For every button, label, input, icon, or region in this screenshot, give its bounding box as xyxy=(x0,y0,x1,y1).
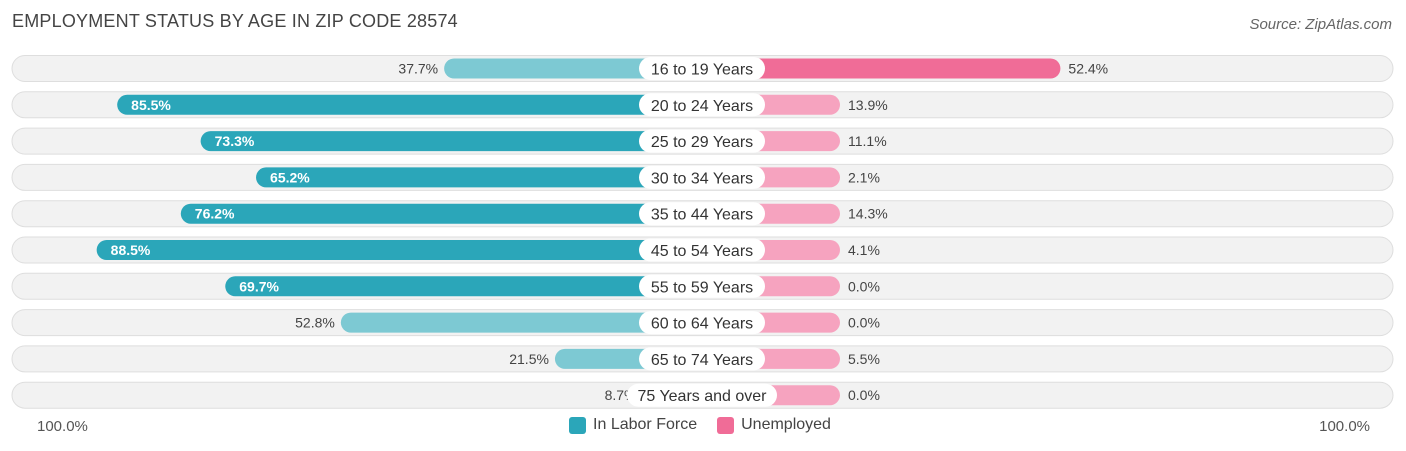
legend-swatch-labor-force xyxy=(569,416,587,434)
bar-labor-force xyxy=(96,240,702,260)
value-label-labor-force: 37.7% xyxy=(398,61,438,77)
category-label: 75 Years and over xyxy=(638,388,768,405)
value-label-unemployed: 2.1% xyxy=(848,169,880,185)
legend-swatch-unemployed xyxy=(717,416,735,434)
category-label: 30 to 34 Years xyxy=(651,170,753,187)
bar-labor-force xyxy=(200,131,703,152)
category-label-background xyxy=(627,383,777,407)
value-label-labor-force: 85.5% xyxy=(131,97,171,113)
value-label-labor-force: 76.2% xyxy=(195,206,235,222)
legend: In Labor Force Unemployed xyxy=(0,416,1400,434)
value-label-labor-force: 52.8% xyxy=(295,315,335,331)
source-label: Source: ZipAtlas.com xyxy=(1249,16,1392,33)
category-label-background xyxy=(639,129,765,153)
category-label-background xyxy=(639,165,765,189)
legend-item-labor-force: In Labor Force xyxy=(569,416,697,434)
category-label: 20 to 24 Years xyxy=(651,98,753,115)
value-label-labor-force: 65.2% xyxy=(270,169,310,185)
bar-unemployed xyxy=(702,58,1061,79)
value-label-unemployed: 0.0% xyxy=(848,315,880,331)
bar-labor-force xyxy=(256,167,702,188)
value-label-unemployed: 52.4% xyxy=(1068,61,1108,77)
value-label-unemployed: 0.0% xyxy=(848,387,880,403)
legend-label-labor-force: In Labor Force xyxy=(593,416,698,433)
value-label-unemployed: 4.1% xyxy=(848,242,880,258)
value-label-labor-force: 73.3% xyxy=(215,133,255,149)
chart-title: EMPLOYMENT STATUS BY AGE IN ZIP CODE 285… xyxy=(12,11,458,31)
bar-labor-force xyxy=(117,94,703,115)
category-label-background xyxy=(639,311,765,335)
value-label-unemployed: 11.1% xyxy=(848,133,887,149)
legend-item-unemployed: Unemployed xyxy=(717,416,831,434)
category-label-background xyxy=(639,274,765,298)
category-label-background xyxy=(639,347,765,371)
bar-labor-force xyxy=(340,312,702,333)
category-label: 55 to 59 Years xyxy=(651,279,753,296)
value-label-unemployed: 0.0% xyxy=(848,278,880,294)
value-label-unemployed: 13.9% xyxy=(848,97,888,113)
bar-labor-force xyxy=(180,203,703,224)
category-label: 16 to 19 Years xyxy=(651,62,753,79)
value-label-unemployed: 5.5% xyxy=(848,351,880,367)
category-label-background xyxy=(639,238,765,262)
value-label-labor-force: 69.7% xyxy=(239,278,279,294)
value-label-labor-force: 21.5% xyxy=(509,351,549,367)
category-label: 45 to 54 Years xyxy=(651,243,753,260)
category-label-background xyxy=(639,202,765,226)
category-label: 35 to 44 Years xyxy=(651,207,753,224)
value-label-labor-force: 88.5% xyxy=(111,242,151,258)
category-label: 65 to 74 Years xyxy=(651,352,753,369)
axis-left-label: 100.0% xyxy=(37,418,88,435)
legend-label-unemployed: Unemployed xyxy=(741,416,831,433)
category-label: 60 to 64 Years xyxy=(651,316,753,333)
bar-labor-force xyxy=(444,58,702,79)
category-label: 25 to 29 Years xyxy=(651,134,753,151)
category-label-background xyxy=(639,93,765,117)
axis-right-label: 100.0% xyxy=(1319,418,1370,435)
category-label-background xyxy=(639,57,765,80)
value-label-unemployed: 14.3% xyxy=(848,206,888,222)
bar-labor-force xyxy=(225,276,702,297)
